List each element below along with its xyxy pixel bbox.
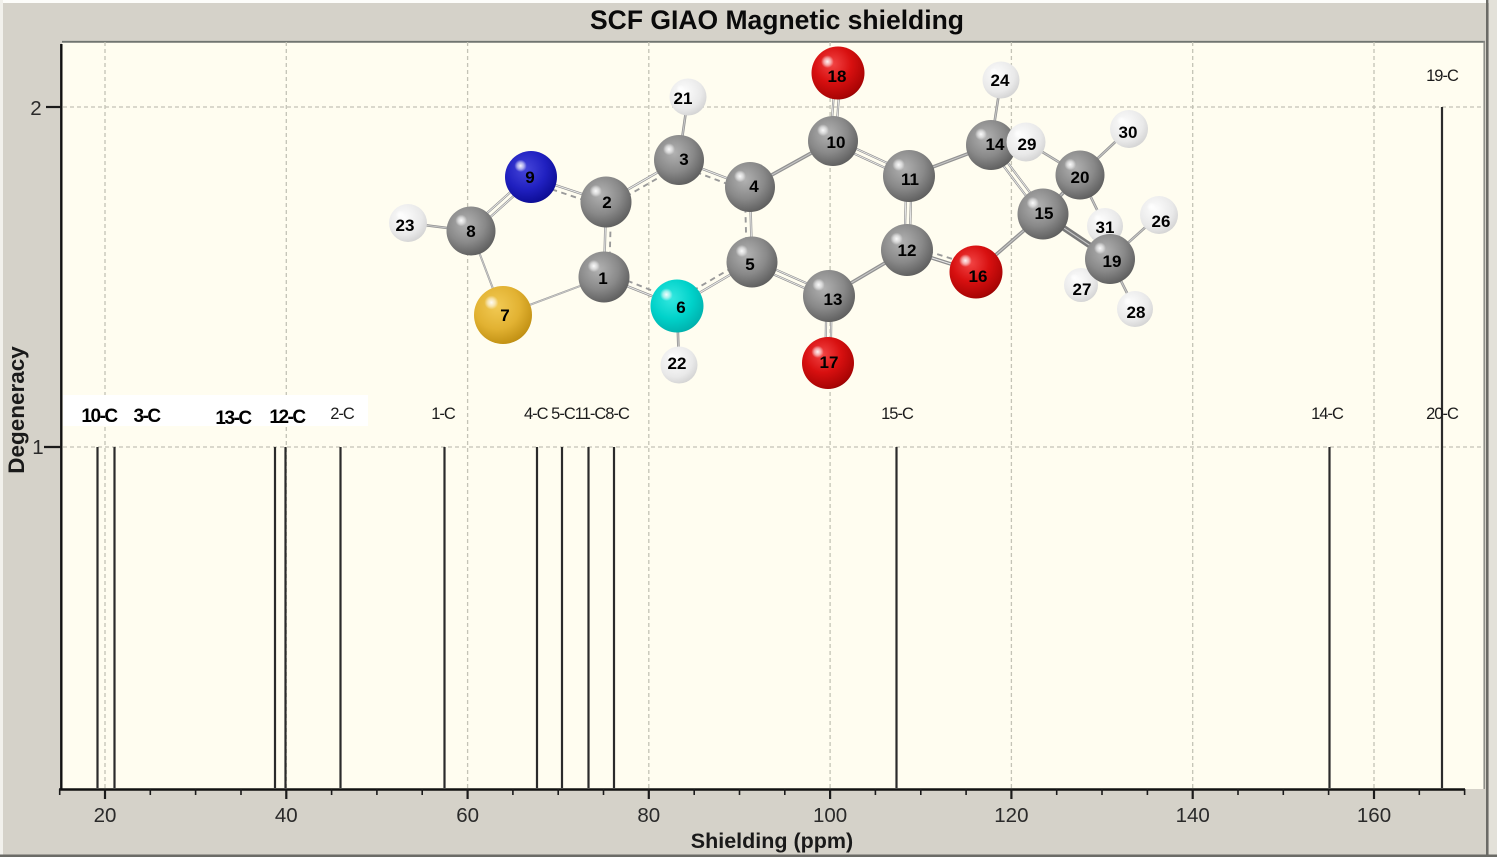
svg-text:SCF GIAO Magnetic shielding: SCF GIAO Magnetic shielding — [590, 5, 964, 35]
svg-text:2: 2 — [602, 193, 611, 212]
svg-text:17: 17 — [820, 353, 839, 372]
svg-text:2-C: 2-C — [330, 405, 355, 423]
svg-text:15: 15 — [1035, 204, 1054, 223]
svg-text:120: 120 — [994, 804, 1028, 827]
svg-text:140: 140 — [1176, 804, 1210, 827]
svg-text:20: 20 — [1071, 168, 1090, 187]
svg-text:30: 30 — [1119, 123, 1138, 142]
svg-text:60: 60 — [456, 804, 479, 827]
svg-text:4-C 5-C11-C8-C: 4-C 5-C11-C8-C — [524, 405, 630, 423]
svg-text:19: 19 — [1103, 252, 1122, 271]
svg-text:1-C: 1-C — [431, 405, 456, 423]
svg-text:20-C: 20-C — [1426, 405, 1459, 423]
svg-text:11: 11 — [901, 170, 919, 189]
svg-text:21: 21 — [674, 89, 693, 108]
svg-text:12: 12 — [898, 241, 917, 260]
svg-text:24: 24 — [991, 71, 1010, 90]
svg-text:27: 27 — [1073, 280, 1092, 299]
svg-text:13: 13 — [824, 290, 843, 309]
svg-text:100: 100 — [813, 804, 847, 827]
svg-text:18: 18 — [828, 67, 847, 86]
svg-text:14-C: 14-C — [1311, 405, 1344, 423]
svg-text:Shielding (ppm): Shielding (ppm) — [691, 829, 853, 853]
svg-text:3-C: 3-C — [133, 406, 161, 427]
svg-text:4: 4 — [749, 177, 759, 196]
svg-text:22: 22 — [668, 354, 687, 373]
svg-text:10-C: 10-C — [81, 406, 118, 427]
svg-text:2: 2 — [30, 97, 41, 120]
svg-text:6: 6 — [676, 298, 685, 317]
svg-text:28: 28 — [1127, 303, 1146, 322]
svg-text:Degeneracy: Degeneracy — [4, 346, 29, 474]
svg-text:23: 23 — [396, 216, 415, 235]
svg-text:20: 20 — [94, 804, 117, 827]
svg-text:26: 26 — [1152, 212, 1171, 231]
svg-text:40: 40 — [275, 804, 298, 827]
svg-text:29: 29 — [1018, 135, 1037, 154]
svg-text:15-C: 15-C — [881, 405, 914, 423]
svg-text:80: 80 — [637, 804, 660, 827]
svg-text:14: 14 — [986, 135, 1005, 154]
svg-text:8: 8 — [466, 222, 475, 241]
svg-text:7: 7 — [500, 306, 509, 325]
svg-text:160: 160 — [1357, 804, 1391, 827]
svg-text:16: 16 — [969, 267, 988, 286]
svg-text:31: 31 — [1096, 218, 1115, 237]
svg-text:5: 5 — [745, 255, 754, 274]
svg-text:19-C: 19-C — [1426, 67, 1459, 85]
svg-text:1: 1 — [598, 269, 607, 288]
svg-text:1: 1 — [32, 436, 43, 459]
svg-text:13-C: 13-C — [215, 408, 252, 429]
svg-text:3: 3 — [679, 150, 688, 169]
svg-text:12-C: 12-C — [269, 407, 306, 428]
svg-text:9: 9 — [525, 168, 534, 187]
svg-text:10: 10 — [827, 133, 846, 152]
